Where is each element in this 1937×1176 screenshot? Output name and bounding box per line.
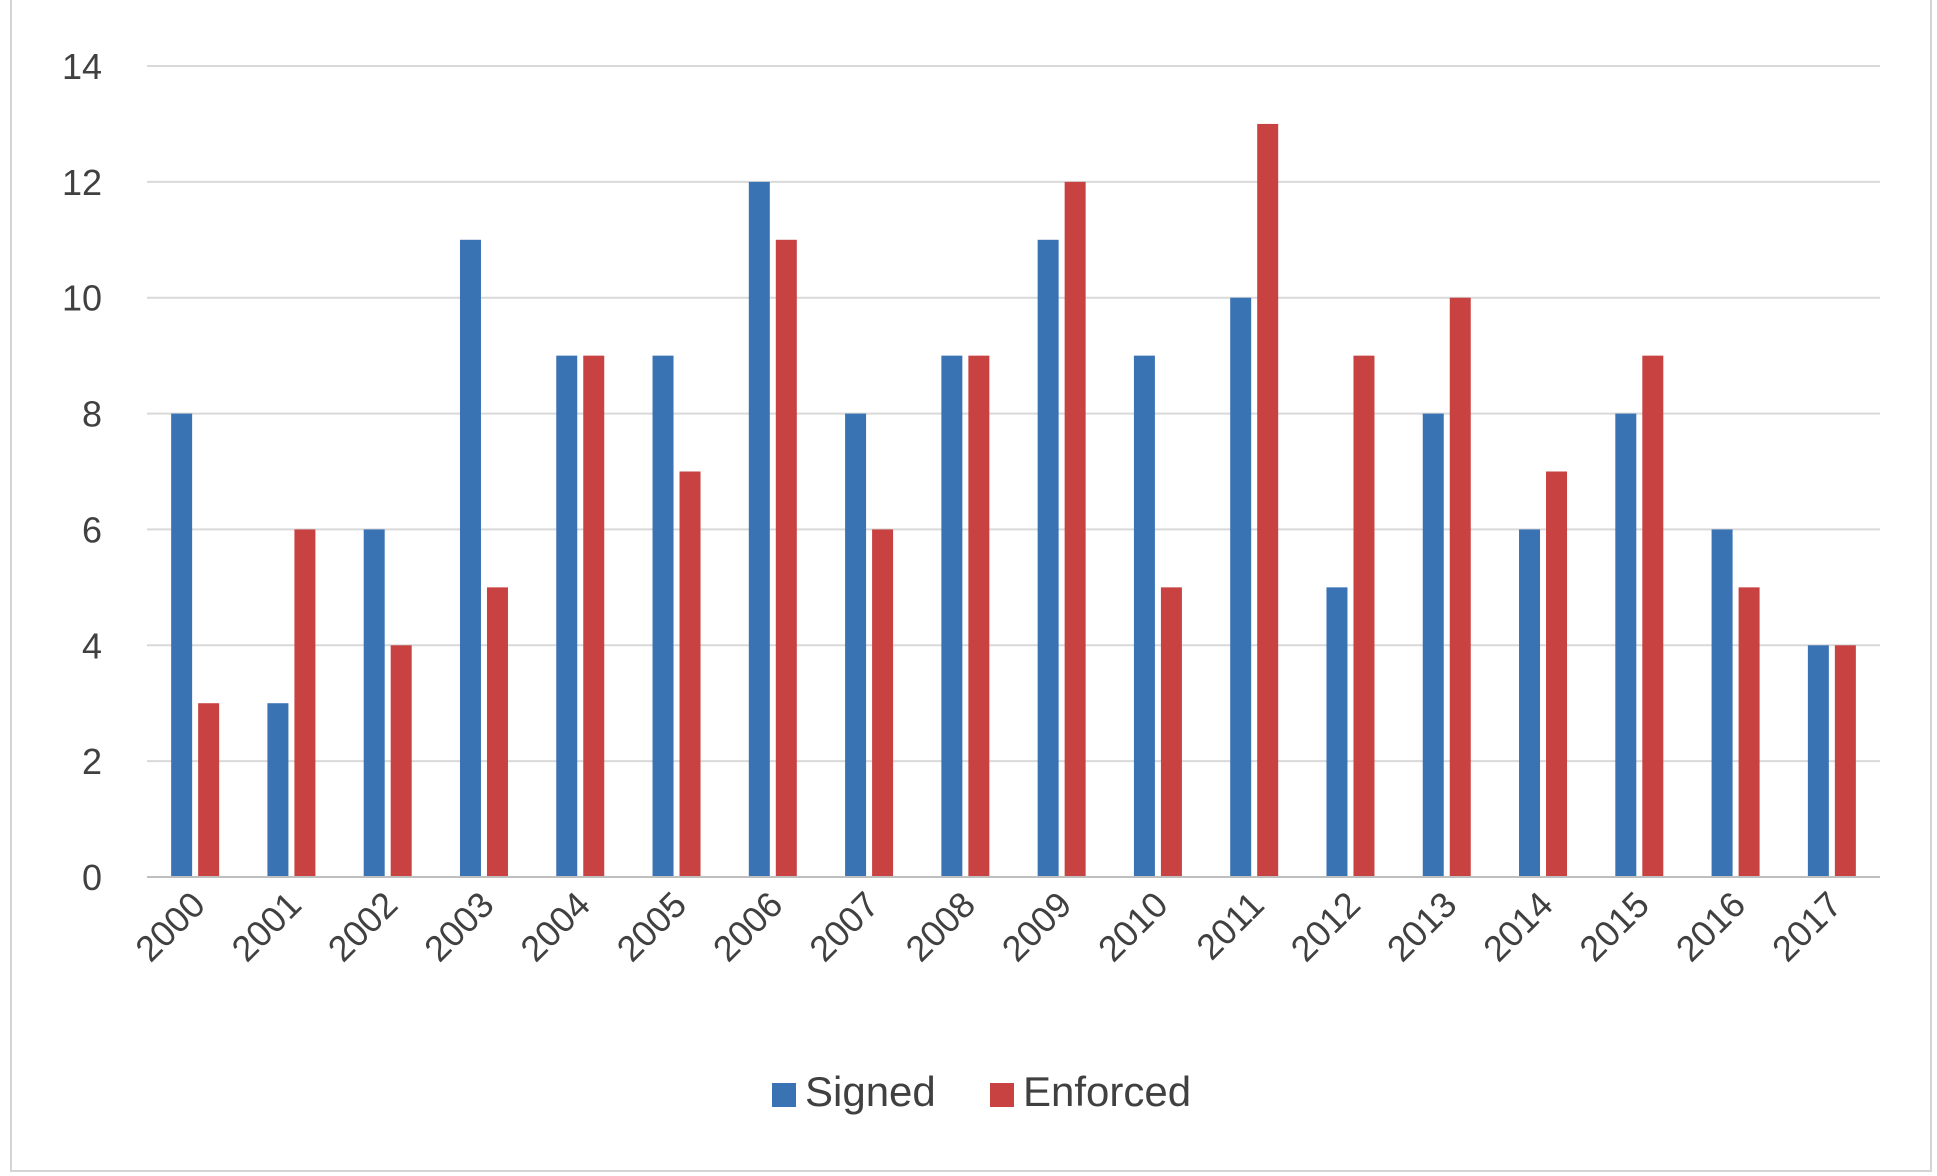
bar-signed-2000 (171, 413, 193, 877)
bar-signed-2001 (267, 703, 289, 877)
y-tick-label: 8 (82, 394, 102, 435)
x-tick-label: 2014 (1475, 884, 1561, 970)
bar-signed-2014 (1519, 529, 1541, 877)
y-tick-label: 12 (62, 162, 102, 203)
x-tick-label: 2011 (1188, 884, 1272, 968)
bar-enforced-2009 (1064, 181, 1086, 877)
y-tick-label: 4 (82, 625, 102, 666)
x-tick-label: 2007 (801, 884, 887, 970)
x-tick-label: 2015 (1571, 884, 1657, 970)
x-tick-label: 2001 (223, 884, 309, 970)
bars (171, 123, 1856, 878)
bar-enforced-2004 (583, 355, 605, 878)
bar-enforced-2017 (1834, 645, 1856, 877)
legend: Signed Enforced (772, 1068, 1191, 1115)
x-tick-label: 2004 (512, 884, 598, 970)
bar-enforced-2011 (1257, 123, 1279, 877)
bar-signed-2003 (459, 239, 481, 878)
y-tick-label: 2 (82, 741, 102, 782)
bar-signed-2013 (1422, 413, 1444, 877)
bar-signed-2017 (1807, 645, 1829, 877)
bar-enforced-2007 (872, 529, 894, 877)
bar-enforced-2013 (1449, 297, 1471, 877)
x-tick-label: 2000 (127, 884, 213, 970)
bar-enforced-2015 (1642, 355, 1664, 878)
bar-signed-2004 (556, 355, 578, 878)
bar-signed-2015 (1615, 413, 1637, 877)
legend-label-signed: Signed (805, 1068, 936, 1115)
bar-signed-2011 (1230, 297, 1252, 877)
bar-signed-2006 (748, 181, 770, 877)
bar-enforced-2014 (1546, 471, 1568, 877)
bar-signed-2008 (941, 355, 963, 878)
y-tick-label: 14 (62, 46, 102, 87)
bar-enforced-2012 (1353, 355, 1375, 878)
legend-swatch-enforced (990, 1083, 1014, 1107)
bar-enforced-2003 (486, 587, 508, 877)
bar-enforced-2006 (775, 239, 797, 878)
bar-signed-2012 (1326, 587, 1348, 877)
bar-signed-2009 (1037, 239, 1059, 878)
bar-enforced-2001 (294, 529, 316, 877)
legend-label-enforced: Enforced (1023, 1068, 1191, 1115)
x-tick-label: 2013 (1379, 884, 1465, 970)
x-tick-label: 2017 (1764, 884, 1850, 970)
x-tick-label: 2002 (320, 884, 406, 970)
bar-signed-2016 (1711, 529, 1733, 877)
x-tick-label: 2005 (609, 884, 695, 970)
bar-enforced-2008 (968, 355, 990, 878)
y-tick-label: 0 (82, 857, 102, 898)
bar-enforced-2000 (198, 703, 220, 877)
x-tick-label: 2006 (705, 884, 791, 970)
bar-enforced-2010 (1160, 587, 1182, 877)
bar-enforced-2005 (679, 471, 701, 877)
x-tick-label: 2003 (416, 884, 502, 970)
bar-signed-2010 (1133, 355, 1155, 878)
x-tick-label: 2010 (1090, 884, 1176, 970)
bar-signed-2005 (652, 355, 674, 878)
x-tick-label: 2008 (897, 884, 983, 970)
bar-enforced-2002 (390, 645, 412, 877)
gridlines (147, 65, 1880, 763)
x-tick-label: 2016 (1668, 884, 1754, 970)
bar-signed-2002 (363, 529, 385, 877)
legend-swatch-signed (772, 1083, 796, 1107)
bar-enforced-2016 (1738, 587, 1760, 877)
bar-signed-2007 (845, 413, 867, 877)
x-tick-label: 2009 (994, 884, 1080, 970)
y-tick-label: 6 (82, 509, 102, 550)
x-tick-label: 2012 (1283, 884, 1369, 970)
y-tick-label: 10 (62, 278, 102, 319)
